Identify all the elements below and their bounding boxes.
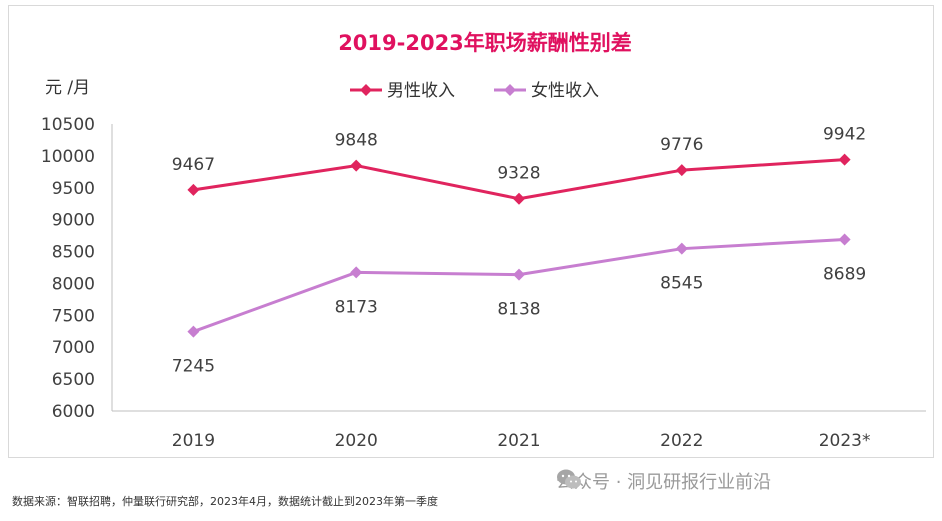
y-tick-label: 8500 — [52, 243, 95, 263]
x-tick-label: 2023* — [819, 431, 871, 451]
y-axis-unit-label: 元 /月 — [45, 78, 90, 98]
watermark: 公众号 · 洞见研报行业前沿 — [556, 468, 771, 494]
data-label-female: 8173 — [335, 297, 378, 317]
chart-title: 2019-2023年职场薪酬性别差 — [338, 31, 632, 55]
legend-label-male: 男性收入 — [387, 81, 455, 101]
watermark-text: 公众号 · 洞见研报行业前沿 — [556, 472, 772, 493]
y-tick-label: 7000 — [52, 338, 95, 358]
data-point-female — [838, 233, 851, 246]
data-point-male — [350, 159, 363, 172]
wechat-icon — [557, 469, 581, 489]
data-label-male: 9328 — [497, 164, 540, 184]
data-label-female: 8689 — [823, 265, 866, 285]
data-point-female — [350, 266, 363, 279]
legend-label-female: 女性收入 — [531, 81, 599, 101]
data-label-female: 8138 — [497, 300, 540, 320]
chart-frame — [8, 5, 934, 458]
data-point-male — [187, 183, 200, 196]
y-tick-label: 9500 — [52, 179, 95, 199]
data-label-male: 9848 — [335, 131, 378, 151]
series-layer: 9467 9848 9328 9776 9942 7245 8173 8138 8545 8689 — [172, 125, 866, 377]
data-point-female — [187, 325, 200, 338]
data-point-male — [513, 192, 525, 205]
data-label-male: 9942 — [823, 125, 866, 145]
legend-marker-male — [360, 84, 372, 96]
y-tick-label: 10000 — [41, 147, 95, 167]
x-tick-label: 2021 — [497, 431, 540, 451]
x-tick-label: 2020 — [335, 431, 378, 451]
y-tick-label: 7500 — [52, 306, 95, 326]
y-tick-label: 10500 — [41, 115, 95, 135]
data-label-male: 9776 — [660, 135, 703, 155]
data-label-female: 8545 — [660, 274, 703, 294]
y-tick-label: 6000 — [52, 402, 95, 422]
data-point-male — [838, 153, 851, 166]
legend-marker-female — [504, 84, 516, 96]
y-tick-label: 8000 — [52, 274, 95, 294]
y-tick-label: 9000 — [52, 211, 95, 231]
data-point-female — [513, 268, 525, 281]
x-tick-label: 2019 — [172, 431, 215, 451]
axes: 6000 6500 7000 7500 8000 8500 9000 9500 10000 105… — [41, 115, 926, 451]
data-point-female — [675, 242, 688, 255]
legend: 男性收入 女性收入 — [350, 81, 599, 101]
data-label-female: 7245 — [172, 357, 215, 377]
data-point-male — [675, 164, 688, 177]
x-tick-label: 2022 — [660, 431, 703, 451]
source-note: 数据来源：智联招聘，仲量联行研究部，2023年4月，数据统计截止到2023年第一… — [12, 495, 438, 508]
y-tick-label: 6500 — [52, 370, 95, 390]
data-label-male: 9467 — [172, 155, 215, 175]
